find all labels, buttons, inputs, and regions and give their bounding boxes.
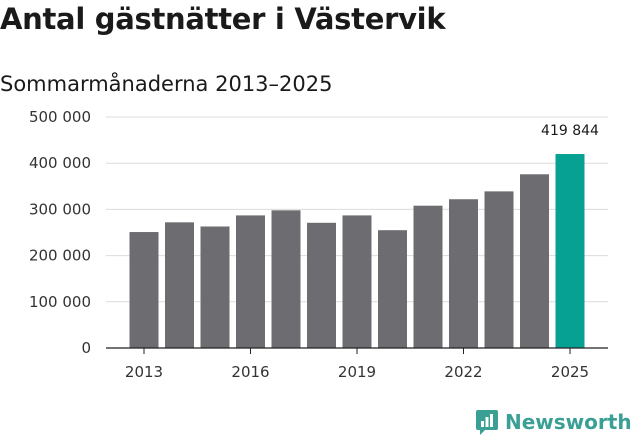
bar-2013: [129, 232, 159, 348]
bar-2020: [378, 230, 407, 348]
y-axis-labels: 0 100 000 200 000 300 000 400 000 500 000: [29, 108, 91, 357]
bar-2023: [484, 191, 514, 348]
x-axis: 2013 2016 2019 2022 2025: [106, 347, 608, 381]
bar-2022: [449, 199, 478, 348]
highlight-value-label: 419 844: [541, 123, 599, 139]
brand-name: Newsworthy: [505, 410, 631, 434]
bar-2018: [307, 222, 336, 348]
bar-chart: 0 100 000 200 000 300 000 400 000 500 000 201…: [29, 108, 608, 381]
y-tick-label: 200 000: [29, 247, 91, 265]
y-tick-label: 500 000: [29, 108, 91, 126]
y-tick-label: 300 000: [29, 200, 91, 218]
newsworthy-brand[interactable]: Newsworthy: [476, 408, 631, 436]
x-tick-label: 2013: [125, 363, 163, 381]
chart-subtitle: Sommarmånaderna 2013–2025: [0, 72, 333, 96]
bar-2024: [520, 174, 549, 348]
bar-2017: [271, 210, 301, 348]
bar-2016: [236, 215, 265, 348]
newsworthy-logo-icon: [476, 410, 498, 435]
bar-2019: [342, 215, 372, 348]
bar-2014: [165, 222, 194, 348]
y-tick-label: 400 000: [29, 154, 91, 172]
bar-2025: [555, 154, 585, 348]
bar-2021: [413, 205, 443, 348]
bars: [129, 154, 585, 348]
bar-2015: [200, 226, 230, 348]
chart-title: Antal gästnätter i Västervik: [0, 2, 446, 36]
y-tick-label: 100 000: [29, 293, 91, 311]
x-tick-label: 2019: [338, 363, 376, 381]
y-tick-label: 0: [81, 339, 91, 357]
annotations: 419 844: [541, 123, 599, 139]
x-tick-label: 2016: [231, 363, 269, 381]
x-tick-label: 2025: [551, 363, 589, 381]
x-tick-label: 2022: [444, 363, 482, 381]
